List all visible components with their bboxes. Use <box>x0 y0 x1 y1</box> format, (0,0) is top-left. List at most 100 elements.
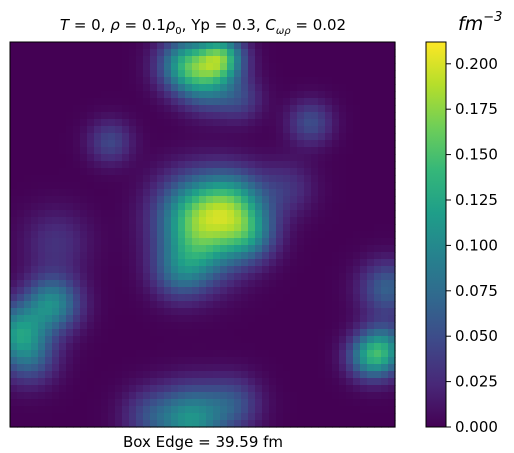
heatmap-cell <box>283 133 291 141</box>
heatmap-cell <box>150 364 158 372</box>
heatmap-cell <box>73 196 81 204</box>
heatmap-cell <box>234 420 242 428</box>
heatmap-cell <box>311 308 319 316</box>
heatmap-cell <box>10 273 18 281</box>
heatmap-cell <box>171 273 179 281</box>
heatmap-cell <box>115 175 123 183</box>
heatmap-cell <box>178 56 186 64</box>
heatmap-cell <box>24 336 32 344</box>
heatmap-cell <box>290 420 298 428</box>
heatmap-cell <box>150 49 158 57</box>
heatmap-cell <box>374 49 382 57</box>
heatmap-cell <box>220 126 228 134</box>
heatmap-cell <box>87 273 95 281</box>
heatmap-cell <box>171 371 179 379</box>
heatmap-cell <box>234 273 242 281</box>
heatmap-cell <box>59 273 67 281</box>
heatmap-cell <box>304 343 312 351</box>
heatmap-cell <box>38 301 46 309</box>
heatmap-cell <box>171 175 179 183</box>
heatmap-cell <box>164 336 172 344</box>
heatmap-cell <box>332 196 340 204</box>
heatmap-cell <box>101 56 109 64</box>
heatmap-cell <box>122 161 130 169</box>
heatmap-cell <box>304 301 312 309</box>
heatmap-cell <box>332 98 340 106</box>
heatmap-cell <box>10 371 18 379</box>
heatmap-cell <box>73 70 81 78</box>
heatmap-cell <box>24 112 32 120</box>
heatmap-cell <box>297 63 305 71</box>
heatmap-cell <box>24 91 32 99</box>
heatmap-cell <box>45 406 53 414</box>
heatmap-cell <box>10 168 18 176</box>
heatmap-cell <box>17 294 25 302</box>
heatmap-cell <box>311 217 319 225</box>
heatmap-cell <box>318 140 326 148</box>
heatmap-cell <box>304 406 312 414</box>
heatmap-cell <box>73 119 81 127</box>
heatmap-cell <box>220 161 228 169</box>
heatmap-cell <box>94 392 102 400</box>
heatmap-cell <box>59 105 67 113</box>
heatmap-cell <box>185 315 193 323</box>
heatmap-cell <box>38 420 46 428</box>
heatmap-cell <box>192 105 200 113</box>
heatmap-cell <box>283 154 291 162</box>
heatmap-cell <box>17 217 25 225</box>
heatmap-cell <box>94 238 102 246</box>
heatmap-cell <box>178 224 186 232</box>
heatmap-cell <box>157 399 165 407</box>
heatmap-cell <box>227 322 235 330</box>
heatmap-cell <box>339 140 347 148</box>
heatmap-cell <box>213 406 221 414</box>
heatmap-cell <box>248 231 256 239</box>
heatmap-cell <box>24 210 32 218</box>
heatmap-cell <box>276 84 284 92</box>
heatmap-cell <box>87 63 95 71</box>
heatmap-cell <box>52 84 60 92</box>
heatmap-cell <box>241 42 249 50</box>
heatmap-cell <box>213 84 221 92</box>
heatmap-cell <box>374 343 382 351</box>
heatmap-cell <box>290 56 298 64</box>
heatmap-cell <box>248 140 256 148</box>
heatmap-cell <box>10 63 18 71</box>
heatmap-cell <box>115 287 123 295</box>
heatmap-cell <box>178 231 186 239</box>
heatmap-cell <box>122 210 130 218</box>
heatmap-cell <box>38 224 46 232</box>
heatmap-cell <box>101 126 109 134</box>
heatmap-cell <box>157 385 165 393</box>
heatmap-cell <box>59 392 67 400</box>
heatmap-cell <box>374 154 382 162</box>
heatmap-cell <box>129 84 137 92</box>
heatmap-cell <box>122 133 130 141</box>
heatmap-cell <box>353 273 361 281</box>
heatmap-cell <box>87 287 95 295</box>
heatmap-cell <box>283 140 291 148</box>
heatmap-cell <box>227 84 235 92</box>
heatmap-cell <box>73 42 81 50</box>
heatmap-cell <box>339 245 347 253</box>
heatmap-cell <box>31 105 39 113</box>
heatmap-cell <box>108 210 116 218</box>
heatmap-cell <box>248 287 256 295</box>
heatmap-cell <box>73 105 81 113</box>
heatmap-cell <box>374 406 382 414</box>
heatmap-cell <box>374 210 382 218</box>
heatmap-cell <box>38 42 46 50</box>
heatmap-cell <box>122 280 130 288</box>
heatmap-cell <box>325 133 333 141</box>
heatmap-cell <box>206 126 214 134</box>
heatmap-cell <box>129 315 137 323</box>
heatmap-cell <box>94 154 102 162</box>
colorbar-tick-label: 0.075 <box>455 282 498 300</box>
heatmap-cell <box>101 182 109 190</box>
heatmap-cell <box>332 203 340 211</box>
heatmap-cell <box>283 420 291 428</box>
heatmap-cell <box>290 315 298 323</box>
heatmap-cell <box>220 77 228 85</box>
heatmap-cell <box>199 385 207 393</box>
heatmap-cell <box>206 154 214 162</box>
